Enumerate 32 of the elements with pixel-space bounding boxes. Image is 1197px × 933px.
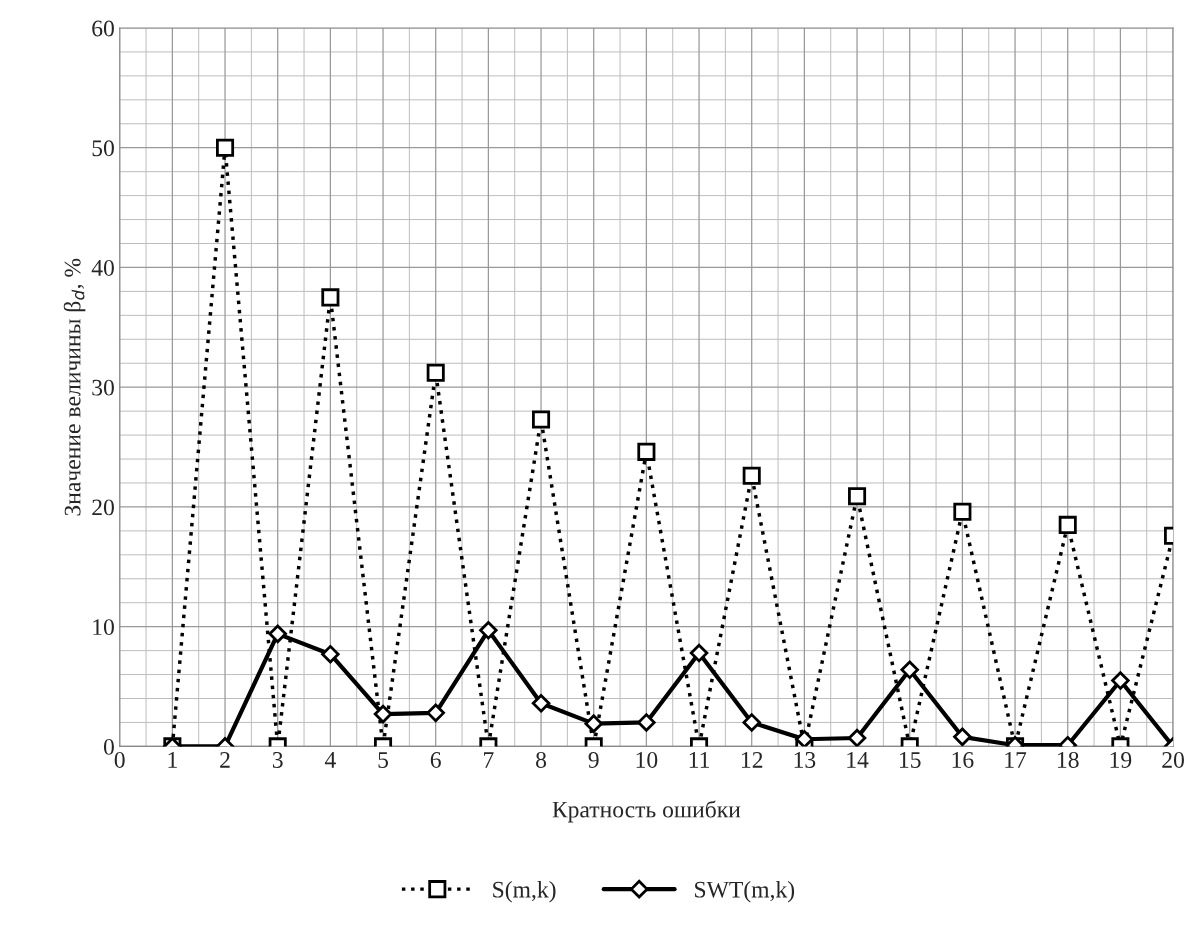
y-tick-label: 0	[103, 738, 114, 755]
x-tick-label: 13	[794, 752, 816, 768]
x-tick-label: 1	[168, 752, 177, 768]
y-tick-label: 10	[93, 619, 114, 636]
y-tick-label: 60	[92, 20, 114, 37]
legend-label: SWT(m,k)	[695, 881, 795, 903]
y-axis-title: Значение величины β$_{d}$, %	[63, 258, 86, 516]
y-tick-label: 20	[92, 499, 114, 516]
x-tick-label: 8	[536, 751, 547, 768]
x-tick-label: 4	[324, 752, 336, 768]
x-tick-label: 12	[741, 752, 763, 768]
x-tick-label: 15	[899, 752, 921, 768]
x-tick-label: 14	[847, 752, 869, 768]
y-tick-label: 40	[91, 259, 114, 276]
x-tick-label: 5	[378, 752, 389, 768]
x-tick-label: 18	[1058, 751, 1079, 768]
x-tick-label: 2	[220, 752, 230, 768]
x-tick-label: 11	[689, 752, 709, 768]
x-tick-label: 7	[484, 752, 494, 768]
x-tick-label: 9	[588, 752, 599, 768]
x-tick-label: 10	[636, 751, 658, 768]
x-tick-label: 6	[430, 752, 441, 768]
x-tick-label: 3	[272, 752, 283, 768]
x-tick-label: 17	[1005, 752, 1027, 768]
x-tick-label: 19	[1110, 752, 1132, 768]
x-tick-label: 20	[1162, 751, 1184, 768]
x-tick-label: 0	[114, 751, 125, 768]
x-axis-title: Кратность ошибки	[552, 800, 741, 823]
x-tick-label: 16	[952, 752, 974, 768]
legend-label: S(m,k)	[493, 881, 556, 903]
y-tick-label: 30	[92, 379, 114, 396]
y-tick-label: 50	[92, 140, 114, 157]
